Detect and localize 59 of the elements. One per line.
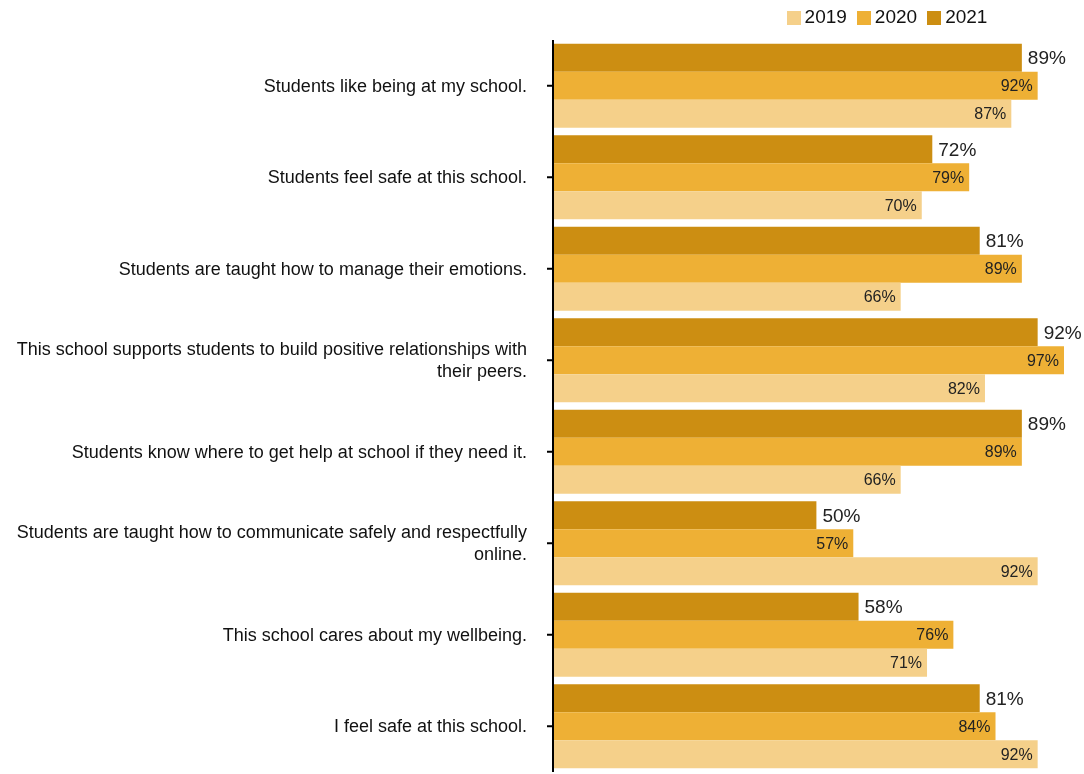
data-label: 82% [947,379,980,397]
data-label: 79% [932,168,965,186]
data-label: 66% [863,288,896,306]
data-label: 89% [1027,413,1066,435]
data-label: 72% [938,138,977,160]
data-label: 89% [1027,47,1066,69]
data-label: 89% [984,260,1017,278]
data-label: 87% [974,105,1007,123]
bar [553,191,922,220]
bar [553,71,1038,100]
data-label: 92% [1000,562,1033,580]
bar [553,409,1022,438]
data-label: 70% [884,196,917,214]
bar [553,437,1022,466]
bar [553,226,980,255]
data-label: 66% [863,471,896,489]
bar [553,557,1038,586]
bar [553,282,901,311]
legend-label: 2019 [804,6,847,27]
data-label: 76% [916,626,949,644]
data-label: 92% [1000,745,1033,763]
bar [553,684,980,713]
bar [553,740,1038,769]
bar [553,135,933,164]
bar [553,592,859,621]
data-label: 89% [984,443,1017,461]
bar [553,712,996,741]
bar [553,346,1064,375]
bar [553,465,901,494]
data-label: 71% [890,654,923,672]
data-label: 84% [958,717,991,735]
bar [553,529,854,558]
data-label: 92% [1000,77,1033,95]
data-label: 50% [822,504,861,526]
bar [553,374,985,403]
y-tick-label: I feel safe at this school. [333,716,527,737]
y-tick-label: Students are taught how to communicate safely and respectfully online. [16,522,527,565]
bar [553,254,1022,283]
data-label: 92% [1043,321,1082,343]
y-tick-label: Students like being at my school. [263,75,527,96]
data-label: 57% [816,534,849,552]
bar [553,163,970,192]
y-tick-label: This school cares about my wellbeing. [222,624,527,645]
legend-label: 2020 [874,6,918,27]
y-tick-label: Students feel safe at this school. [267,167,527,188]
data-label: 81% [985,230,1024,252]
data-label: 97% [1026,351,1059,369]
bar [553,620,954,649]
legend-label: 2021 [945,6,988,27]
bar [553,501,817,530]
bar [553,99,1012,128]
y-tick-label: Students know where to get help at school if they need it. [71,441,527,462]
data-label: 81% [985,687,1024,709]
bar [553,648,928,677]
y-tick-label: This school supports students to build positive relationships with their peers. [16,339,527,382]
bar [553,43,1022,72]
y-tick-label: Students are taught how to manage their emotions. [118,258,527,279]
data-label: 58% [864,596,903,618]
bar [553,318,1038,347]
